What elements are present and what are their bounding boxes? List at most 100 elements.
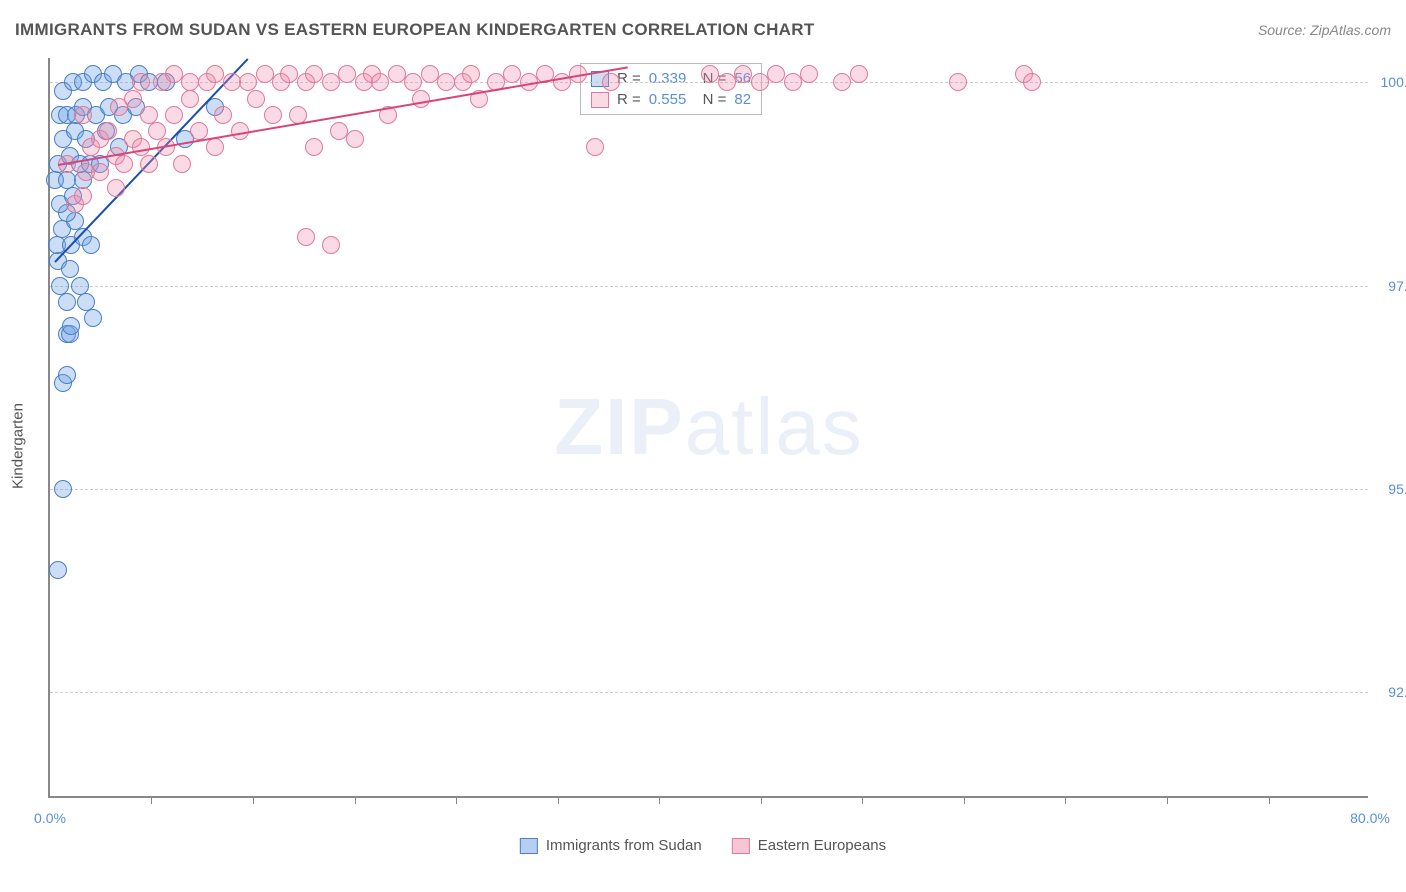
legend-swatch bbox=[732, 838, 750, 854]
chart-title: IMMIGRANTS FROM SUDAN VS EASTERN EUROPEA… bbox=[15, 20, 815, 40]
data-point bbox=[346, 130, 364, 148]
data-point bbox=[586, 138, 604, 156]
data-point bbox=[412, 90, 430, 108]
data-point bbox=[322, 73, 340, 91]
x-tick bbox=[1269, 796, 1270, 804]
data-point bbox=[1023, 73, 1041, 91]
stats-swatch bbox=[591, 92, 609, 108]
data-point bbox=[49, 561, 67, 579]
data-point bbox=[74, 106, 92, 124]
y-tick-label: 92.5% bbox=[1373, 684, 1406, 700]
x-tick bbox=[1065, 796, 1066, 804]
data-point bbox=[264, 106, 282, 124]
stats-r-label: R = bbox=[617, 70, 641, 87]
x-tick bbox=[253, 796, 254, 804]
y-tick-label: 97.5% bbox=[1373, 278, 1406, 294]
data-point bbox=[421, 65, 439, 83]
data-point bbox=[74, 187, 92, 205]
data-point bbox=[148, 122, 166, 140]
data-point bbox=[214, 106, 232, 124]
data-point bbox=[58, 366, 76, 384]
gridline bbox=[50, 692, 1368, 693]
legend-item: Eastern Europeans bbox=[732, 837, 886, 854]
data-point bbox=[91, 163, 109, 181]
data-point bbox=[132, 138, 150, 156]
data-point bbox=[247, 90, 265, 108]
watermark: ZIPatlas bbox=[554, 381, 863, 473]
x-tick-label: 80.0% bbox=[1350, 810, 1390, 826]
x-tick bbox=[1167, 796, 1168, 804]
data-point bbox=[701, 65, 719, 83]
stats-r-value: 0.339 bbox=[649, 70, 687, 87]
data-point bbox=[239, 73, 257, 91]
x-tick bbox=[151, 796, 152, 804]
data-point bbox=[718, 73, 736, 91]
data-point bbox=[800, 65, 818, 83]
source-label: Source: ZipAtlas.com bbox=[1258, 22, 1391, 38]
data-point bbox=[223, 73, 241, 91]
data-point bbox=[371, 73, 389, 91]
data-point bbox=[602, 73, 620, 91]
x-tick bbox=[355, 796, 356, 804]
data-point bbox=[132, 73, 150, 91]
data-point bbox=[206, 138, 224, 156]
y-axis-label: Kindergarten bbox=[10, 403, 27, 489]
data-point bbox=[58, 293, 76, 311]
watermark-light: atlas bbox=[685, 382, 864, 471]
data-point bbox=[338, 65, 356, 83]
data-point bbox=[462, 65, 480, 83]
stats-row: R = 0.555 N = 82 bbox=[591, 89, 751, 110]
legend-label: Eastern Europeans bbox=[758, 837, 886, 854]
data-point bbox=[190, 122, 208, 140]
data-point bbox=[280, 65, 298, 83]
data-point bbox=[115, 155, 133, 173]
x-tick bbox=[558, 796, 559, 804]
data-point bbox=[62, 317, 80, 335]
data-point bbox=[181, 73, 199, 91]
legend-label: Immigrants from Sudan bbox=[546, 837, 702, 854]
data-point bbox=[949, 73, 967, 91]
data-point bbox=[388, 65, 406, 83]
x-tick bbox=[456, 796, 457, 804]
data-point bbox=[124, 90, 142, 108]
data-point bbox=[206, 65, 224, 83]
data-point bbox=[322, 236, 340, 254]
data-point bbox=[437, 73, 455, 91]
bottom-legend: Immigrants from Sudan Eastern Europeans bbox=[520, 837, 886, 854]
data-point bbox=[305, 138, 323, 156]
y-tick-label: 100.0% bbox=[1373, 74, 1406, 90]
data-point bbox=[99, 122, 117, 140]
data-point bbox=[297, 228, 315, 246]
x-tick-label: 0.0% bbox=[34, 810, 66, 826]
gridline bbox=[50, 286, 1368, 287]
data-point bbox=[165, 106, 183, 124]
plot-area: ZIPatlas R = 0.339 N = 56R = 0.555 N = 8… bbox=[48, 58, 1368, 798]
data-point bbox=[404, 73, 422, 91]
stats-r-label: R = bbox=[617, 91, 641, 108]
data-point bbox=[181, 90, 199, 108]
data-point bbox=[140, 155, 158, 173]
data-point bbox=[330, 122, 348, 140]
title-bar: IMMIGRANTS FROM SUDAN VS EASTERN EUROPEA… bbox=[15, 20, 1391, 40]
watermark-bold: ZIP bbox=[554, 382, 684, 471]
stats-r-value: 0.555 bbox=[649, 91, 687, 108]
y-tick-label: 95.0% bbox=[1373, 481, 1406, 497]
data-point bbox=[82, 236, 100, 254]
data-point bbox=[61, 260, 79, 278]
data-point bbox=[751, 73, 769, 91]
data-point bbox=[107, 179, 125, 197]
x-tick bbox=[964, 796, 965, 804]
data-point bbox=[503, 65, 521, 83]
stats-n-label: N = bbox=[694, 91, 726, 108]
data-point bbox=[784, 73, 802, 91]
data-point bbox=[734, 65, 752, 83]
gridline bbox=[50, 489, 1368, 490]
data-point bbox=[54, 480, 72, 498]
x-tick bbox=[659, 796, 660, 804]
data-point bbox=[767, 65, 785, 83]
legend-swatch bbox=[520, 838, 538, 854]
data-point bbox=[51, 277, 69, 295]
data-point bbox=[256, 65, 274, 83]
data-point bbox=[850, 65, 868, 83]
x-tick bbox=[761, 796, 762, 804]
